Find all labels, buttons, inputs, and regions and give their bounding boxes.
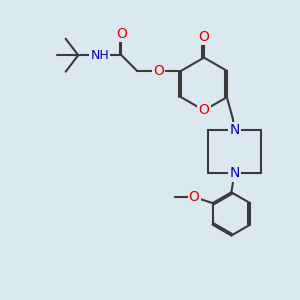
Text: O: O xyxy=(189,190,200,204)
Text: O: O xyxy=(116,27,127,40)
Text: N: N xyxy=(229,123,240,137)
Text: N: N xyxy=(229,167,240,180)
Text: NH: NH xyxy=(91,49,109,62)
Text: O: O xyxy=(199,103,209,117)
Text: O: O xyxy=(199,30,209,44)
Text: O: O xyxy=(153,64,164,78)
